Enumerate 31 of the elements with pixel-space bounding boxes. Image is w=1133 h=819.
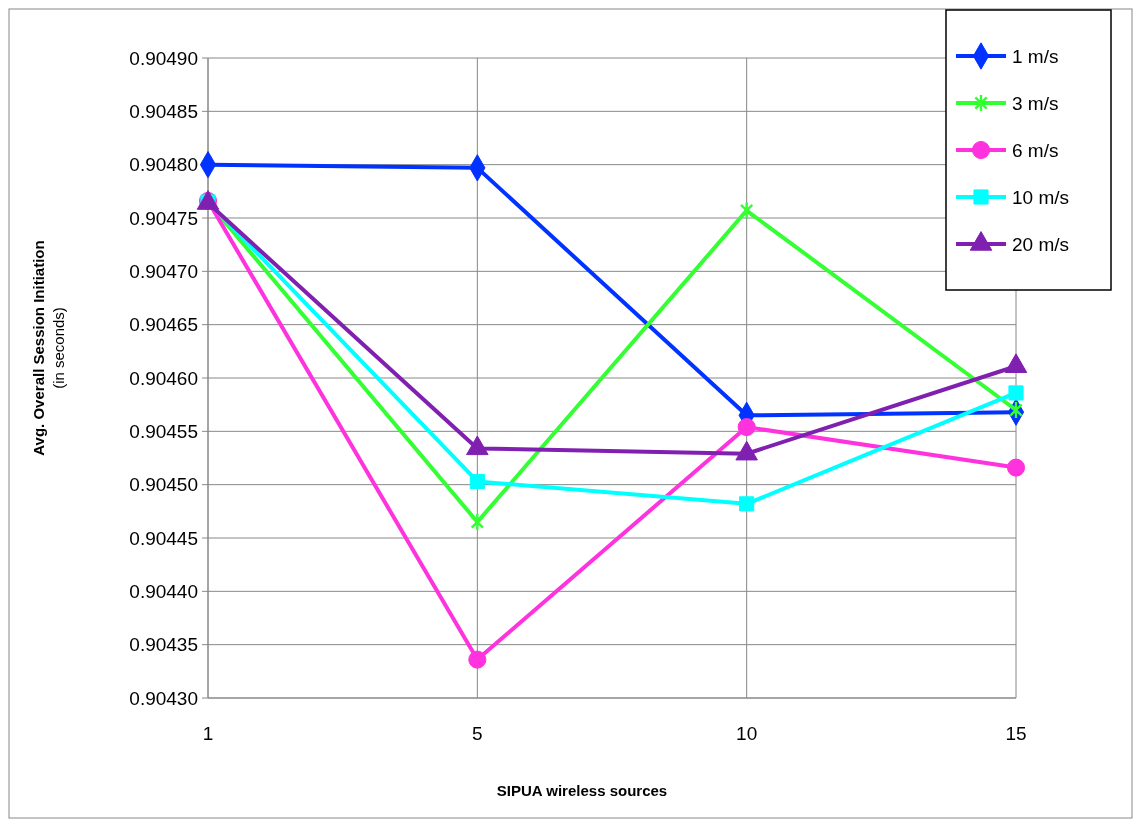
legend-label: 20 m/s — [1012, 233, 1070, 255]
x-tick-label: 5 — [472, 723, 483, 744]
y-tick-label: 0.90485 — [129, 100, 198, 122]
x-axis-title: SIPUA wireless sources — [496, 782, 668, 799]
x-tick-label: 10 — [736, 723, 758, 744]
point — [1006, 458, 1026, 477]
point — [1008, 385, 1024, 401]
point — [737, 418, 756, 437]
x-tick-label: 15 — [1005, 723, 1027, 744]
y-tick-label: 0.90435 — [129, 634, 198, 656]
legend-label: 3 m/s — [1012, 92, 1059, 114]
y-tick-label: 0.90440 — [129, 580, 198, 602]
y-tick-label: 0.90460 — [129, 367, 198, 389]
point — [470, 514, 484, 530]
y-tick-label: 0.90450 — [129, 474, 198, 496]
point — [468, 650, 487, 669]
y-tick-label: 0.90455 — [129, 420, 198, 442]
y-tick-label: 0.90475 — [129, 207, 198, 229]
y-tick-label: 0.90470 — [129, 260, 198, 282]
x-tick-label: 1 — [202, 723, 214, 744]
y-tick-label: 0.90480 — [129, 154, 198, 176]
legend-label: 6 m/s — [1012, 139, 1059, 161]
y-tick-label: 0.90430 — [129, 687, 198, 709]
legend-label: 1 m/s — [1012, 45, 1059, 67]
y-axis-title: Avg. Overall Session Initiation (in seconds) — [30, 240, 67, 456]
point — [469, 473, 485, 490]
legend-label: 10 m/s — [1012, 186, 1070, 208]
y-tick-label: 0.90490 — [129, 47, 198, 69]
y-tick-label: 0.90465 — [129, 314, 198, 336]
y-tick-label: 0.90445 — [129, 527, 198, 549]
point — [739, 496, 755, 512]
